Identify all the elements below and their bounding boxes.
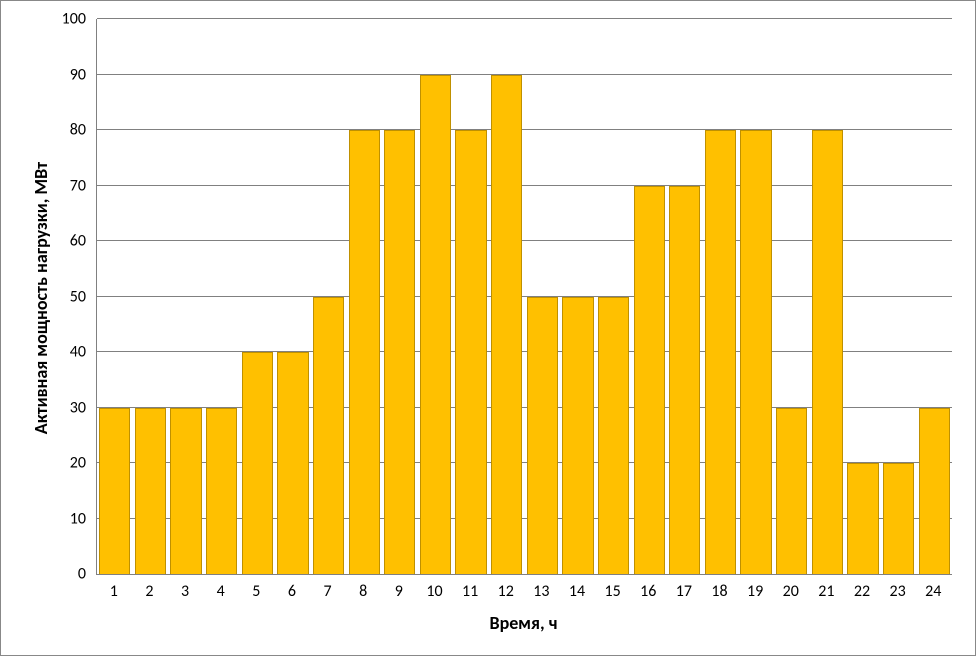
bar-slot xyxy=(275,19,311,574)
y-tick-label: 0 xyxy=(1,565,86,584)
y-tick-label: 40 xyxy=(1,343,86,362)
x-tick-label: 21 xyxy=(809,582,845,601)
bar xyxy=(349,130,380,574)
bar xyxy=(776,408,807,575)
bar xyxy=(705,130,736,574)
bar-slot xyxy=(703,19,739,574)
bar-slot xyxy=(489,19,525,574)
x-tick-label: 19 xyxy=(737,582,773,601)
x-tick-label: 15 xyxy=(595,582,631,601)
x-tick-label: 10 xyxy=(417,582,453,601)
bar-slot xyxy=(204,19,240,574)
bar-slot xyxy=(596,19,632,574)
y-tick-label: 60 xyxy=(1,232,86,251)
bar-slot xyxy=(810,19,846,574)
x-tick-label: 6 xyxy=(274,582,310,601)
bar xyxy=(562,297,593,575)
bar xyxy=(384,130,415,574)
y-tick-label: 20 xyxy=(1,454,86,473)
bar xyxy=(277,352,308,574)
bar-slot xyxy=(133,19,169,574)
chart-container: Активная мощность нагрузки, МВт 01020304… xyxy=(0,0,976,656)
x-axis-label: Время, ч xyxy=(96,612,951,634)
bar-slot xyxy=(667,19,703,574)
x-tick-label: 24 xyxy=(915,582,951,601)
x-tick-label: 3 xyxy=(167,582,203,601)
x-tick-label: 18 xyxy=(702,582,738,601)
y-tick-label: 100 xyxy=(1,10,86,29)
y-tick-label: 90 xyxy=(1,65,86,84)
x-tick-label: 13 xyxy=(524,582,560,601)
bar-slot xyxy=(418,19,454,574)
y-ticks: 0102030405060708090100 xyxy=(1,19,86,574)
x-tick-label: 23 xyxy=(880,582,916,601)
bar xyxy=(313,297,344,575)
bar xyxy=(99,408,130,575)
y-tick-label: 50 xyxy=(1,287,86,306)
x-ticks: 123456789101112131415161718192021222324 xyxy=(96,582,951,601)
bar xyxy=(669,186,700,575)
x-tick-label: 11 xyxy=(452,582,488,601)
x-tick-label: 4 xyxy=(203,582,239,601)
y-tick-label: 30 xyxy=(1,398,86,417)
bar xyxy=(491,75,522,575)
bar-slot xyxy=(97,19,133,574)
bar xyxy=(135,408,166,575)
bar xyxy=(598,297,629,575)
x-tick-label: 14 xyxy=(559,582,595,601)
bar-slot xyxy=(168,19,204,574)
bar xyxy=(455,130,486,574)
x-tick-label: 7 xyxy=(310,582,346,601)
bar xyxy=(812,130,843,574)
y-tick-label: 10 xyxy=(1,509,86,528)
x-tick-label: 1 xyxy=(96,582,132,601)
bar-slot xyxy=(738,19,774,574)
bar xyxy=(883,463,914,574)
bar-slot xyxy=(881,19,917,574)
bar-slot xyxy=(525,19,561,574)
bar xyxy=(170,408,201,575)
x-tick-label: 17 xyxy=(666,582,702,601)
bar-slot xyxy=(453,19,489,574)
bar-slot xyxy=(774,19,810,574)
bar xyxy=(919,408,950,575)
bar-slot xyxy=(346,19,382,574)
bar xyxy=(847,463,878,574)
y-tick-label: 80 xyxy=(1,121,86,140)
x-tick-label: 12 xyxy=(488,582,524,601)
bar-slot xyxy=(631,19,667,574)
bar xyxy=(242,352,273,574)
bars xyxy=(97,19,952,574)
x-tick-label: 20 xyxy=(773,582,809,601)
x-tick-label: 22 xyxy=(844,582,880,601)
x-tick-label: 9 xyxy=(381,582,417,601)
bar xyxy=(740,130,771,574)
plot-area xyxy=(96,19,952,575)
y-tick-label: 70 xyxy=(1,176,86,195)
bar xyxy=(634,186,665,575)
bar-slot xyxy=(311,19,347,574)
bar xyxy=(527,297,558,575)
bar-slot xyxy=(382,19,418,574)
x-tick-label: 8 xyxy=(345,582,381,601)
bar-slot xyxy=(560,19,596,574)
bar xyxy=(420,75,451,575)
bar-slot xyxy=(916,19,952,574)
bar xyxy=(206,408,237,575)
bar-slot xyxy=(845,19,881,574)
bar-slot xyxy=(240,19,276,574)
x-tick-label: 16 xyxy=(630,582,666,601)
x-tick-label: 5 xyxy=(239,582,275,601)
x-tick-label: 2 xyxy=(132,582,168,601)
